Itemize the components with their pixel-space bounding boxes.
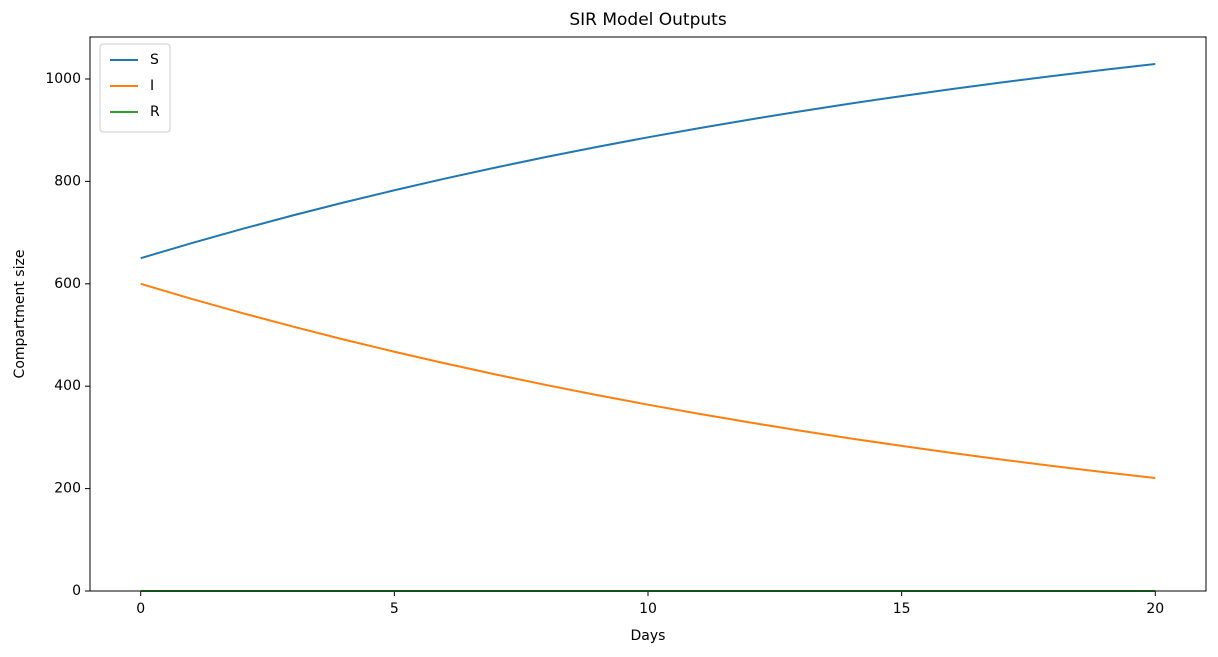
y-tick-label: 1000 <box>45 71 81 87</box>
y-tick-label: 800 <box>54 173 81 189</box>
legend-label: R <box>150 104 160 120</box>
y-tick-label: 0 <box>72 583 81 599</box>
x-axis-label: Days <box>631 628 666 644</box>
series-line <box>140 282 1156 479</box>
plot-frame <box>89 36 1207 592</box>
legend-label: I <box>150 78 154 94</box>
x-tick-label: 20 <box>1146 601 1164 617</box>
y-tick-label: 600 <box>54 276 81 292</box>
y-tick-label: 400 <box>54 378 81 394</box>
y-tick-label: 200 <box>54 481 81 497</box>
x-tick-label: 15 <box>893 601 911 617</box>
x-tick-label: 10 <box>639 601 657 617</box>
legend-box <box>99 43 171 133</box>
series-line <box>140 62 1156 260</box>
x-tick-label: 0 <box>136 601 145 617</box>
y-axis-label: Compartment size <box>12 250 28 379</box>
chart-title: SIR Model Outputs <box>569 10 727 30</box>
legend-label: S <box>150 52 159 68</box>
x-tick-label: 5 <box>390 601 399 617</box>
